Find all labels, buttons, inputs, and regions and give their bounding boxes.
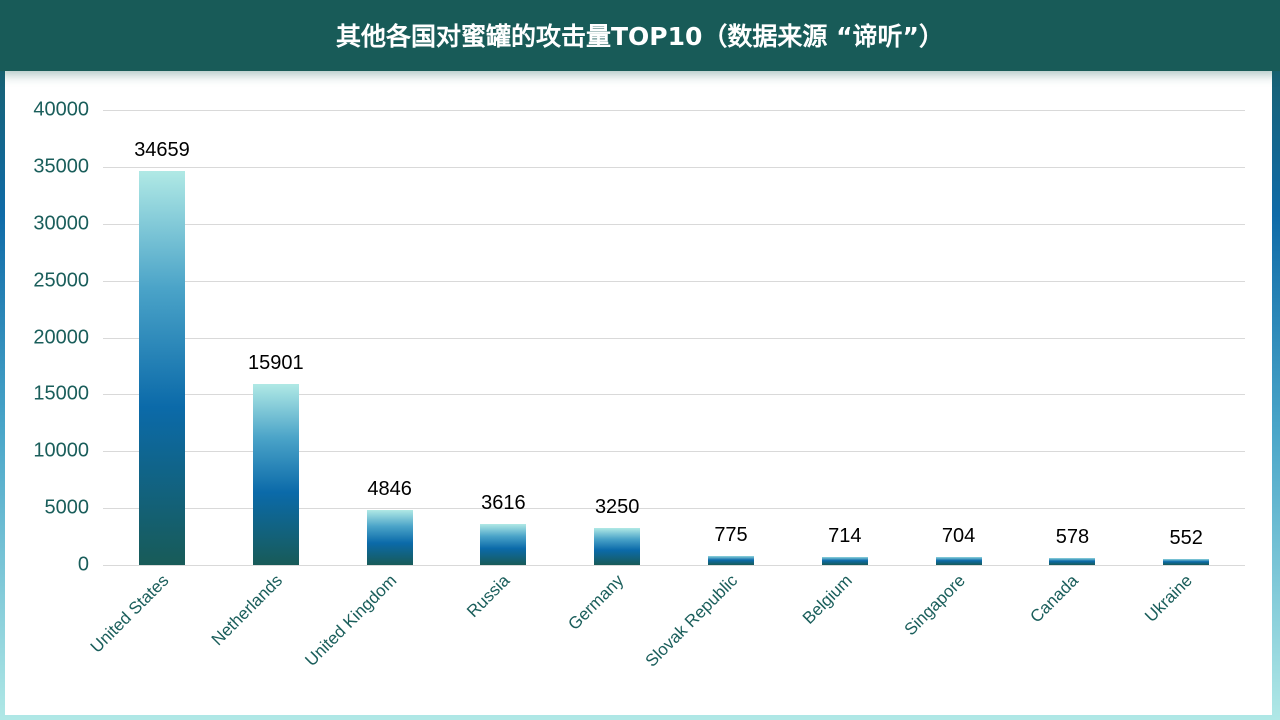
bar-value-label: 3250 xyxy=(594,496,640,519)
bar-belgium xyxy=(821,556,868,565)
y-axis-tick-label: 35000 xyxy=(33,155,89,178)
y-axis-tick-label: 30000 xyxy=(33,212,89,235)
y-axis-tick-label: 0 xyxy=(77,553,89,576)
y-axis-tick-label: 15000 xyxy=(33,382,89,405)
bar-netherlands xyxy=(252,384,299,565)
bar-value-label: 775 xyxy=(714,524,748,547)
x-axis-category-label: United Kingdom xyxy=(300,570,400,670)
gridline xyxy=(103,451,1245,453)
x-axis-category-label: Belgium xyxy=(798,570,856,628)
chart-title: 其他各国对蜜罐的攻击量TOP10（数据来源 “谛听”） xyxy=(336,21,944,51)
bar-value-label: 704 xyxy=(941,524,976,547)
gridline xyxy=(103,223,1245,225)
bar-singapore xyxy=(935,556,982,565)
gridline xyxy=(103,280,1245,282)
x-axis-category-label: Ukraine xyxy=(1141,570,1197,626)
gridline xyxy=(103,337,1245,339)
bar-value-label: 4846 xyxy=(367,477,412,500)
chart-header: 其他各国对蜜罐的攻击量TOP10（数据来源 “谛听”） xyxy=(0,0,1280,71)
bar-canada xyxy=(1049,558,1096,565)
gridline xyxy=(103,565,1245,566)
x-axis-category-label: United States xyxy=(86,570,173,657)
gridline xyxy=(103,394,1245,396)
bar-slovak-republic xyxy=(708,556,754,565)
bar-ukraine xyxy=(1163,558,1210,565)
bar-value-label: 3616 xyxy=(481,491,526,514)
y-axis-tick-label: 40000 xyxy=(33,98,89,121)
gridline xyxy=(103,110,1245,111)
y-axis-tick-label: 25000 xyxy=(33,269,89,292)
gridline xyxy=(103,508,1245,510)
bar-value-label: 714 xyxy=(828,524,862,547)
x-axis-category-label: Canada xyxy=(1026,570,1083,627)
x-axis-category-label: Russia xyxy=(463,570,514,622)
bar-russia xyxy=(480,523,527,565)
chart-panel xyxy=(5,0,1272,715)
bar-value-label: 34659 xyxy=(134,138,190,161)
bar-value-label: 15901 xyxy=(247,352,304,375)
x-axis-category-label: Slovak Republic xyxy=(641,570,742,671)
bar-value-label: 578 xyxy=(1055,526,1090,549)
gridline xyxy=(103,166,1245,168)
x-axis-category-label: Germany xyxy=(564,570,628,634)
bar-value-label: 552 xyxy=(1169,526,1203,549)
bar-united-kingdom xyxy=(366,509,413,565)
y-axis-tick-label: 5000 xyxy=(44,496,90,519)
y-axis-tick-label: 10000 xyxy=(33,439,89,462)
bar-united-states xyxy=(139,170,185,565)
x-axis-category-label: Singapore xyxy=(900,570,969,640)
x-axis-category-label: Netherlands xyxy=(207,570,286,650)
bar-germany xyxy=(594,528,641,565)
y-axis-tick-label: 20000 xyxy=(33,326,89,348)
